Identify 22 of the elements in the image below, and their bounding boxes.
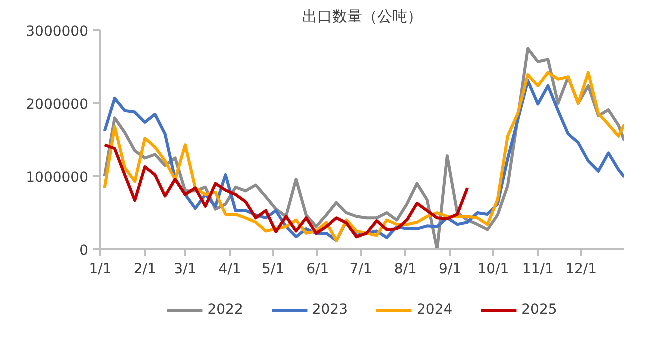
legend-label: 2023	[312, 302, 348, 318]
x-tick-label: 4/1	[218, 262, 242, 278]
x-tick-label: 3/1	[174, 262, 197, 278]
x-tick-label: 8/1	[394, 262, 417, 278]
line-series	[103, 144, 470, 239]
y-tick-label: 2000000	[26, 97, 89, 113]
legend-label: 2024	[417, 302, 453, 318]
legend-label: 2022	[208, 302, 244, 318]
x-tick-label: 12/1	[566, 262, 598, 278]
x-tick-label: 9/1	[439, 262, 462, 278]
x-tick-label: 7/1	[350, 262, 372, 278]
x-tick-label: 10/1	[478, 262, 510, 278]
legend-label: 2025	[522, 302, 558, 318]
x-tick-label: 6/1	[306, 262, 330, 278]
x-tick-label: 5/1	[262, 262, 285, 278]
x-tick-label: 2/1	[134, 262, 156, 278]
chart-title: 出口数量（公吨）	[302, 8, 422, 26]
x-tick-label: 11/1	[522, 262, 554, 278]
y-tick-label: 0	[80, 243, 89, 259]
x-tick-label: 1/1	[89, 262, 112, 278]
y-tick-label: 3000000	[26, 24, 89, 40]
y-tick-label: 1000000	[26, 170, 89, 186]
